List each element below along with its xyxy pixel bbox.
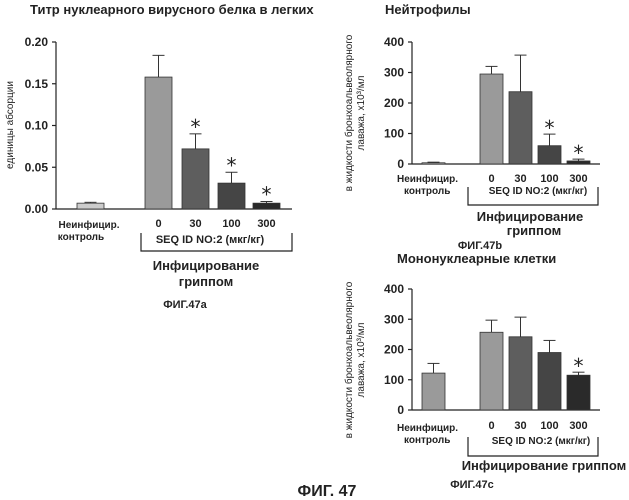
chart-47a-ylabel: единицы абсорции xyxy=(4,81,16,169)
chart-47c-control-label-2: контроль xyxy=(404,435,450,446)
chart-47b-x-tick-labels: 0 30 100 300 xyxy=(488,173,587,185)
chart-47c: Мононуклеарные клетки в жидкости бронхоа… xyxy=(343,251,626,491)
chart-47a-title: Титр нуклеарного вирусного белка в легки… xyxy=(30,2,314,17)
chart-47a-y-tick-label: 0.15 xyxy=(25,77,49,91)
chart-47a-control-label-2: контроль xyxy=(58,232,104,243)
chart-47c-group-bracket xyxy=(467,437,599,457)
chart-47a-y-tick-label: 0.05 xyxy=(25,160,49,174)
chart-47c-x-tick-label: 100 xyxy=(540,420,558,432)
chart-47c-y-ticks: 0 100 200 300 400 xyxy=(384,282,412,417)
chart-47b-y-tick-label: 400 xyxy=(384,35,404,49)
chart-47a-y-tick-label: 0.00 xyxy=(25,202,49,216)
chart-47a-y-ticks: 0.00 0.05 0.10 0.15 0.20 xyxy=(25,35,56,216)
chart-47a-fig-label: ФИГ.47a xyxy=(163,299,207,311)
chart-47a-x-tick-label: 300 xyxy=(257,218,275,230)
chart-47c-bar xyxy=(479,331,504,411)
chart-47a-y-tick-label: 0.20 xyxy=(25,35,49,49)
chart-47c-bar xyxy=(566,374,591,411)
chart-47b-bar xyxy=(508,91,533,165)
chart-47b-group-bracket xyxy=(467,187,599,206)
chart-47c-x-tick-labels: 0 30 100 300 xyxy=(488,420,587,432)
chart-47c-dose-label: SEQ ID NO:2 (мкг/кг) xyxy=(492,436,591,447)
chart-47c-y-tick-label: 200 xyxy=(384,343,404,357)
chart-47b-bars: ** xyxy=(421,54,591,165)
chart-47c-y-tick-label: 400 xyxy=(384,282,404,296)
chart-47a-significance-star: * xyxy=(191,115,201,139)
chart-47c-x-tick-label: 30 xyxy=(514,420,526,432)
chart-47a-bars: * * * xyxy=(76,54,281,210)
chart-47b-fig-label: ФИГ.47b xyxy=(458,240,502,252)
chart-47a-bar xyxy=(217,182,246,210)
chart-47c-control-label-1: Неинфицир. xyxy=(397,422,458,434)
chart-47a-x-tick-label: 30 xyxy=(189,218,201,230)
chart-47a-group-bracket xyxy=(140,233,293,252)
chart-47b-y-ticks: 0 100 200 300 400 xyxy=(384,35,412,171)
chart-47a-x-tick-label: 0 xyxy=(155,218,161,230)
chart-47b: Нейтрофилы в жидкости бронхоальвеолярног… xyxy=(343,2,600,252)
chart-47b-ylabel-2: лаважа, x10³/мл xyxy=(356,75,367,150)
chart-47b-y-tick-label: 200 xyxy=(384,96,404,110)
chart-47b-bar xyxy=(421,162,446,165)
chart-47c-bars: * xyxy=(421,316,591,411)
chart-47c-y-tick-label: 0 xyxy=(397,403,404,417)
chart-47a-bar xyxy=(144,76,173,210)
chart-47c-title: Мононуклеарные клетки xyxy=(397,251,556,266)
chart-47c-x-tick-label: 0 xyxy=(488,420,494,432)
chart-47b-x-tick-label: 300 xyxy=(569,173,587,185)
chart-47b-bar xyxy=(537,145,562,165)
chart-47a-significance-star: * xyxy=(227,153,237,177)
chart-47b-ylabel-1: в жидкости бронхоальвеолярного xyxy=(343,34,355,191)
chart-47c-bar xyxy=(508,336,533,411)
chart-47a-bar xyxy=(76,202,105,210)
chart-47b-significance-star: * xyxy=(545,116,555,140)
chart-47a-dose-label: SEQ ID NO:2 (мкг/кг) xyxy=(156,234,265,246)
chart-47c-x-tick-label: 300 xyxy=(569,420,587,432)
chart-47b-y-tick-label: 100 xyxy=(384,127,404,141)
chart-47b-dose-label: SEQ ID NO:2 (мкг/кг) xyxy=(489,186,588,197)
chart-47a-control-label-1: Неинфицир. xyxy=(58,219,119,231)
chart-47a: Титр нуклеарного вирусного белка в легки… xyxy=(4,2,314,311)
chart-47c-ylabel-1: в жидкости бронхоальвеолярного xyxy=(343,281,355,438)
chart-47a-y-tick-label: 0.10 xyxy=(25,119,49,133)
chart-47c-fig-label: ФИГ.47c xyxy=(450,479,494,491)
chart-47b-x-tick-label: 0 xyxy=(488,173,494,185)
chart-47b-control-label-2: контроль xyxy=(404,186,450,197)
chart-47b-y-tick-label: 300 xyxy=(384,66,404,80)
chart-47b-group-label-2: гриппом xyxy=(507,223,561,238)
chart-47b-bar xyxy=(479,73,504,165)
chart-47a-x-tick-labels: 0 30 100 300 xyxy=(155,218,275,230)
chart-47b-y-tick-label: 0 xyxy=(397,157,404,171)
chart-47c-significance-star: * xyxy=(574,354,584,378)
figure-caption: ФИГ. 47 xyxy=(298,483,357,500)
chart-47a-significance-star: * xyxy=(262,182,272,206)
chart-47b-x-tick-label: 30 xyxy=(514,173,526,185)
chart-47a-x-tick-label: 100 xyxy=(222,218,240,230)
chart-47a-bar xyxy=(181,148,210,210)
chart-47a-group-label-1: Инфицирование xyxy=(153,258,260,273)
chart-47c-bar xyxy=(537,352,562,411)
chart-47b-control-label-1: Неинфицир. xyxy=(397,173,458,185)
chart-47b-x-tick-label: 100 xyxy=(540,173,558,185)
chart-47b-significance-star: * xyxy=(574,141,584,165)
chart-47c-y-tick-label: 300 xyxy=(384,312,404,326)
chart-47c-group-label: Инфицирование гриппом xyxy=(462,458,627,473)
chart-47c-ylabel-2: лаважа, x10³/мл xyxy=(356,322,367,397)
chart-47b-group-label-1: Инфицирование xyxy=(477,209,584,224)
chart-47c-bar xyxy=(421,372,446,411)
chart-47b-title: Нейтрофилы xyxy=(385,2,471,17)
chart-47c-y-tick-label: 100 xyxy=(384,373,404,387)
chart-47a-group-label-2: гриппом xyxy=(179,274,233,289)
